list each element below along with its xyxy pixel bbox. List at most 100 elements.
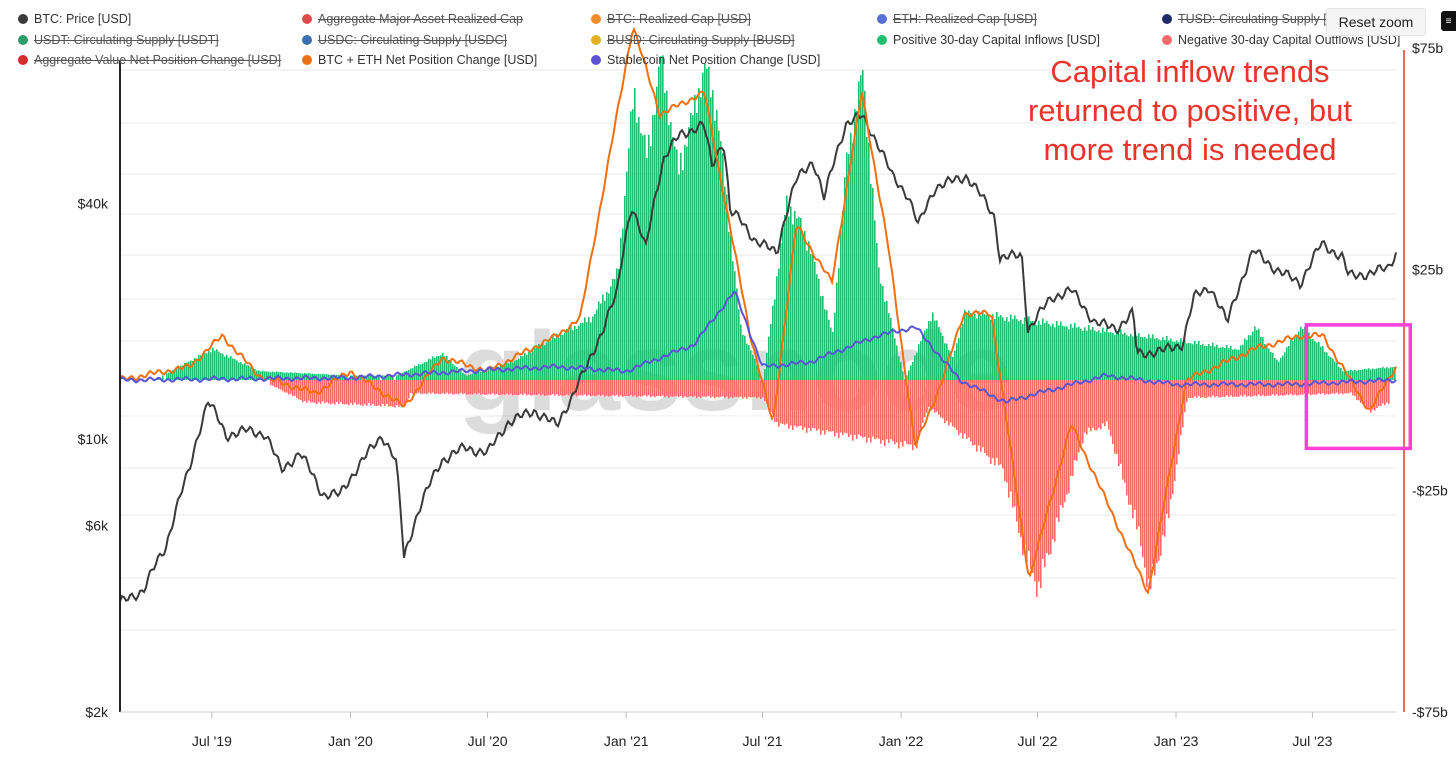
outflow-bar <box>504 380 506 395</box>
outflow-bar <box>1358 380 1360 401</box>
inflow-bar <box>1166 335 1168 380</box>
outflow-bar <box>898 380 900 449</box>
inflow-bar <box>810 253 812 380</box>
inflow-bar <box>974 313 976 380</box>
legend-item[interactable]: Positive 30-day Capital Inflows [USD] <box>877 30 1100 50</box>
outflow-bar <box>802 380 804 430</box>
legend-item[interactable]: BUSD: Circulating Supply [BUSD] <box>591 30 795 50</box>
inflow-bar <box>744 335 746 380</box>
inflow-bar <box>754 358 756 380</box>
inflow-bar <box>1296 336 1298 380</box>
outflow-bar <box>1344 380 1346 394</box>
inflow-bar <box>246 365 248 380</box>
legend-item[interactable]: USDC: Circulating Supply [USDC] <box>302 30 507 50</box>
outflow-bar <box>340 380 342 403</box>
legend-item[interactable]: BTC: Price [USD] <box>18 9 131 29</box>
outflow-bar <box>810 380 812 431</box>
inflow-bar <box>544 345 546 380</box>
inflow-bar <box>404 371 406 380</box>
outflow-bar <box>848 380 850 438</box>
outflow-bar <box>392 380 394 407</box>
inflow-bar <box>1158 339 1160 380</box>
inflow-bar <box>874 220 876 380</box>
inflow-bar <box>212 347 214 380</box>
outflow-bar <box>1370 380 1372 413</box>
outflow-bar <box>1042 380 1044 560</box>
inflow-bar <box>1146 338 1148 380</box>
legend-item[interactable]: ETH: Realized Cap [USD] <box>877 9 1037 29</box>
outflow-bar <box>516 380 518 396</box>
outflow-bar <box>916 380 918 449</box>
outflow-bar <box>976 380 978 452</box>
outflow-bar <box>660 380 662 397</box>
outflow-bar <box>1388 380 1390 404</box>
inflow-bar <box>574 325 576 380</box>
inflow-bar <box>1238 349 1240 380</box>
legend-item[interactable]: Negative 30-day Capital Outflows [USD] <box>1162 30 1400 50</box>
legend-item[interactable]: TUSD: Circulating Supply [ <box>1162 9 1327 29</box>
legend-item[interactable]: Aggregate Value Net Position Change [USD… <box>18 50 281 70</box>
outflow-bar <box>704 380 706 397</box>
legend-item[interactable]: Aggregate Major Asset Realized Cap <box>302 9 523 29</box>
legend-item[interactable]: BTC: Realized Cap [USD] <box>591 9 751 29</box>
outflow-bar <box>432 380 434 393</box>
inflow-bar <box>866 136 868 380</box>
inflow-bar <box>270 372 272 380</box>
outflow-bar <box>918 380 920 435</box>
outflow-bar <box>1128 380 1130 505</box>
chart-menu-icon[interactable]: ≡ <box>1441 11 1456 31</box>
inflow-bar <box>1268 348 1270 380</box>
inflow-bar <box>726 194 728 380</box>
outflow-bar <box>878 380 880 439</box>
legend-label: BTC: Realized Cap [USD] <box>607 12 751 26</box>
outflow-bar <box>978 380 980 446</box>
inflow-bar <box>264 371 266 380</box>
inflow-bar <box>752 354 754 380</box>
outflow-bar <box>1092 380 1094 428</box>
inflow-bar <box>318 373 320 380</box>
outflow-bar <box>756 380 758 399</box>
outflow-bar <box>1332 380 1334 394</box>
outflow-bar <box>854 380 856 436</box>
outflow-bar <box>788 380 790 429</box>
inflow-bar <box>162 375 164 380</box>
legend-label: BTC: Price [USD] <box>34 12 132 26</box>
inflow-bar <box>664 92 666 380</box>
inflow-bar <box>242 364 244 380</box>
inflow-bar <box>904 379 906 380</box>
inflow-bar <box>322 373 324 380</box>
outflow-bar <box>752 380 754 398</box>
outflow-bar <box>1158 380 1160 561</box>
outflow-bar <box>358 380 360 405</box>
inflow-bar <box>202 353 204 380</box>
inflow-bar <box>390 375 392 380</box>
inflow-bar <box>422 363 424 380</box>
inflow-bar <box>896 345 898 380</box>
inflow-bar <box>476 372 478 380</box>
outflow-bar <box>822 380 824 431</box>
inflow-bar <box>870 183 872 380</box>
outflow-bar <box>1088 380 1090 428</box>
outflow-bar <box>784 380 786 425</box>
inflow-bar <box>864 90 866 380</box>
outflow-bar <box>1190 380 1192 398</box>
outflow-bar <box>1230 380 1232 396</box>
outflow-bar <box>700 380 702 398</box>
outflow-bar <box>620 380 622 396</box>
inflow-bar <box>1382 367 1384 380</box>
outflow-bar <box>586 380 588 396</box>
reset-zoom-button[interactable]: Reset zoom <box>1326 8 1426 36</box>
inflow-bar <box>184 362 186 380</box>
inflow-bar <box>662 55 664 380</box>
outflow-bar <box>1028 380 1030 551</box>
outflow-bar <box>1350 380 1352 393</box>
outflow-bar <box>754 380 756 397</box>
outflow-bar <box>366 380 368 406</box>
outflow-bar <box>506 380 508 394</box>
legend-item[interactable]: BTC + ETH Net Position Change [USD] <box>302 50 537 70</box>
outflow-bar <box>618 380 620 397</box>
outflow-bar <box>1000 380 1002 465</box>
legend-item[interactable]: USDT: Circulating Supply [USDT] <box>18 30 219 50</box>
legend-item[interactable]: Stablecoin Net Position Change [USD] <box>591 50 820 70</box>
inflow-bar <box>280 371 282 380</box>
